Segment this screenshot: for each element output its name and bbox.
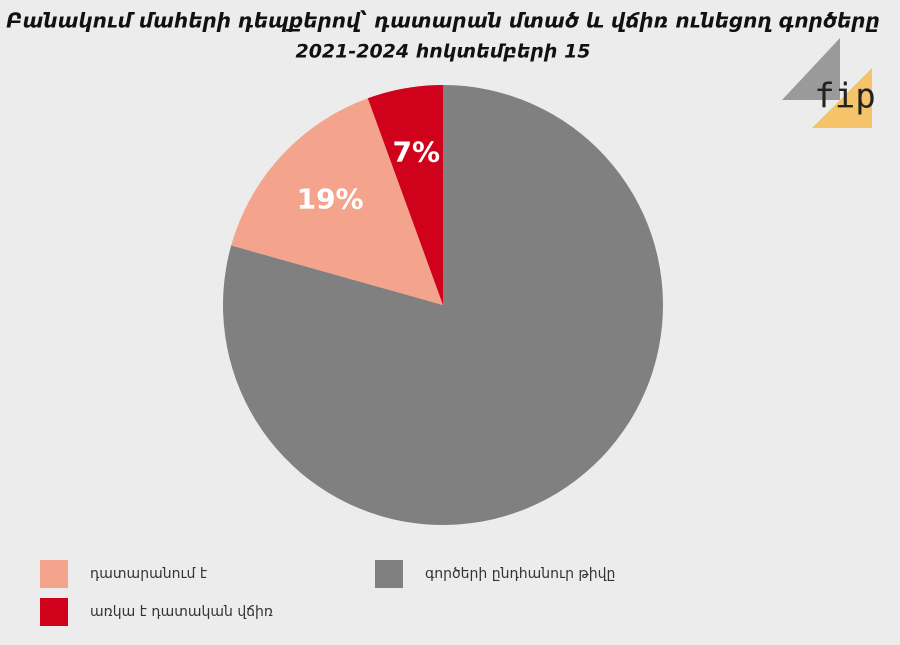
pie-slice	[367, 85, 443, 305]
legend-swatch	[375, 560, 403, 588]
chart-title: Բանակում մահերի դեպքերով՝ դատարան մտած և…	[6, 9, 880, 33]
data-label: 7%	[392, 135, 440, 168]
logo-text: fip	[814, 77, 875, 117]
legend-label: դատարանում է	[90, 566, 207, 582]
legend-label: առկա է դատական վճիռ	[90, 604, 273, 620]
legend-swatch	[40, 560, 68, 588]
pie-slice	[231, 98, 443, 305]
legend-label: գործերի ընդհանուր թիվը	[425, 566, 615, 582]
pie-slice	[222, 85, 663, 525]
chart-subtitle: 2021-2024 հոկտեմբերի 15	[295, 41, 590, 63]
logo-shape	[782, 38, 840, 100]
data-label: 19%	[297, 182, 364, 215]
logo: fip	[782, 38, 876, 128]
logo-shape	[812, 68, 872, 128]
legend-swatch	[40, 598, 68, 626]
